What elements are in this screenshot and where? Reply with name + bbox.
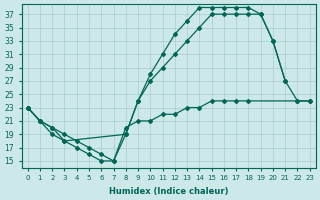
X-axis label: Humidex (Indice chaleur): Humidex (Indice chaleur) bbox=[109, 187, 228, 196]
